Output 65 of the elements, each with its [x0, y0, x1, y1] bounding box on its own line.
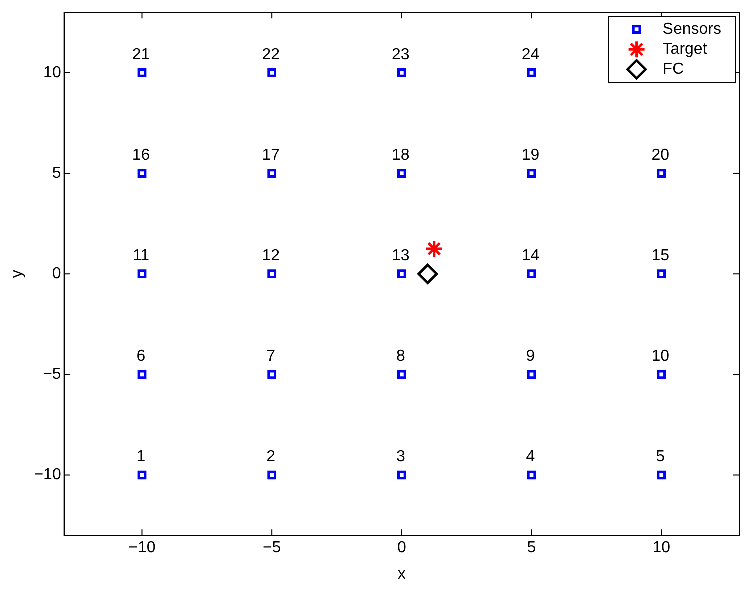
annotation: 10: [652, 348, 670, 366]
annotation: 22: [262, 46, 280, 64]
annotation: 13: [392, 248, 410, 265]
annotation: 15: [652, 248, 670, 265]
annotation: 12: [262, 248, 280, 265]
point: [425, 240, 444, 258]
annotation: 16: [132, 146, 150, 164]
x-tick-label: −5: [262, 540, 282, 557]
point: [527, 270, 536, 279]
annotation: 23: [392, 46, 410, 64]
point: [657, 169, 666, 178]
point: [138, 470, 147, 480]
annotation: 7: [266, 348, 276, 366]
annotation: 6: [136, 348, 146, 366]
annotation: 1: [136, 448, 146, 466]
point: [138, 68, 147, 78]
legend-label: Sensors: [662, 21, 722, 38]
annotation: 9: [526, 348, 536, 366]
x-tick-label: 10: [652, 540, 671, 557]
point: [397, 68, 406, 78]
point: [268, 68, 277, 78]
legend-label: FC: [662, 61, 684, 78]
point: [657, 470, 666, 480]
annotation: 2: [266, 448, 276, 466]
annotation: 3: [396, 448, 406, 466]
point: [397, 169, 406, 178]
annotation: 8: [396, 348, 406, 366]
point: [268, 370, 277, 380]
legend-label: Target: [662, 41, 708, 58]
point: [138, 370, 147, 380]
x-tick-label: −10: [128, 540, 156, 557]
annotation: 14: [522, 248, 540, 265]
point: [397, 470, 406, 480]
y-tick-label: 0: [52, 266, 62, 283]
point: [138, 270, 147, 279]
y-tick-label: 10: [44, 64, 62, 82]
annotation: 21: [132, 46, 150, 64]
point: [527, 68, 536, 78]
annotation: 17: [262, 146, 280, 164]
point: [268, 270, 277, 279]
point: [527, 470, 536, 480]
y-tick-label: −10: [34, 466, 62, 484]
point: [527, 169, 536, 178]
annotation: 5: [656, 448, 666, 466]
point: [657, 270, 666, 279]
x-axis-title: x: [398, 566, 406, 583]
annotation: 19: [522, 146, 540, 164]
y-tick-label: 5: [52, 164, 62, 182]
point: [397, 270, 406, 279]
annotation: 18: [392, 146, 410, 164]
point: [527, 370, 536, 380]
x-tick-label: 5: [527, 540, 536, 557]
x-tick-label: 0: [397, 540, 406, 557]
y-axis-title: y: [9, 270, 26, 278]
annotation: 20: [652, 146, 670, 164]
point: [268, 169, 277, 178]
y-tick-label: −5: [43, 366, 62, 384]
point: [418, 264, 438, 284]
annotation: 11: [132, 248, 150, 265]
point: [268, 470, 277, 480]
point: [397, 370, 406, 380]
annotation: 4: [526, 448, 536, 466]
point: [138, 169, 147, 178]
point: [657, 370, 666, 380]
annotation: 24: [522, 46, 540, 64]
